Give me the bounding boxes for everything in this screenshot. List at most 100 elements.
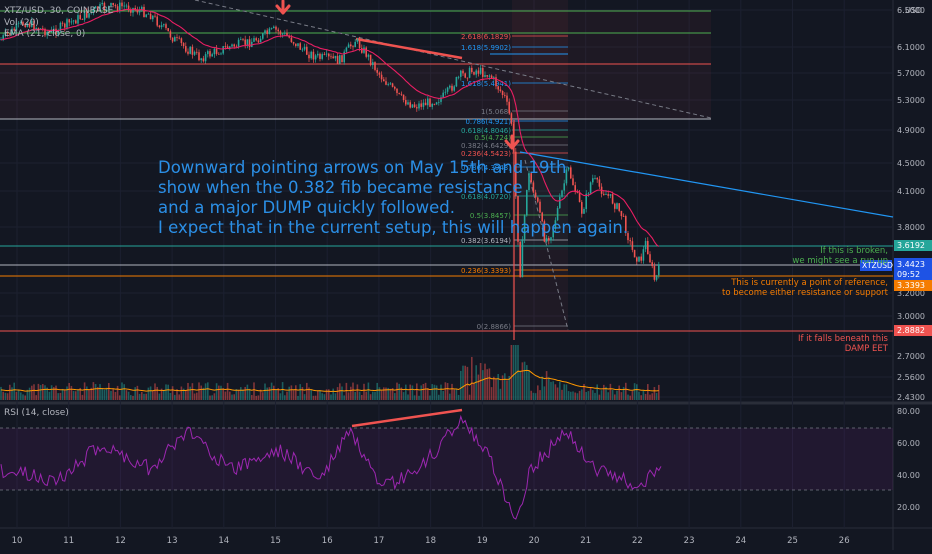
candle-body[interactable] — [163, 24, 165, 26]
volume-bar[interactable] — [420, 385, 422, 400]
candle-body[interactable] — [288, 36, 290, 38]
candle-body[interactable] — [482, 67, 484, 77]
volume-bar[interactable] — [53, 387, 55, 400]
fib-level-label[interactable]: 1(5.068) — [481, 108, 511, 116]
candle-body[interactable] — [385, 81, 387, 85]
fib-level-label[interactable]: 1.618(5.4941) — [461, 80, 511, 88]
candle-body[interactable] — [389, 83, 392, 85]
candle-body[interactable] — [649, 254, 651, 263]
down-arrow-may19[interactable] — [504, 134, 520, 150]
volume-bar[interactable] — [545, 371, 548, 400]
fib-level-label[interactable]: 1.618(5.9902) — [461, 44, 511, 52]
candle-body[interactable] — [4, 31, 7, 36]
time-axis-label[interactable]: 13 — [167, 536, 178, 546]
volume-bar[interactable] — [231, 394, 233, 400]
price-axis-label[interactable]: 5.3000 — [897, 96, 925, 105]
candle-body[interactable] — [413, 104, 416, 108]
volume-bar[interactable] — [620, 392, 623, 400]
candle-body[interactable] — [167, 28, 169, 32]
candle-body[interactable] — [330, 56, 332, 58]
candle-body[interactable] — [154, 15, 156, 17]
volume-bar[interactable] — [44, 385, 46, 400]
candle-body[interactable] — [376, 69, 378, 73]
volume-bar[interactable] — [211, 395, 213, 400]
candle-body[interactable] — [433, 103, 436, 105]
candle-body[interactable] — [13, 28, 15, 31]
volume-bar[interactable] — [530, 390, 532, 400]
candle-body[interactable] — [83, 11, 86, 20]
volume-bar[interactable] — [647, 384, 649, 400]
volume-bar[interactable] — [609, 383, 612, 400]
volume-bar[interactable] — [141, 391, 143, 400]
volume-bar[interactable] — [460, 370, 462, 400]
candle-body[interactable] — [633, 249, 636, 258]
candle-body[interactable] — [292, 42, 295, 44]
volume-bar[interactable] — [633, 383, 636, 400]
candle-body[interactable] — [497, 86, 499, 90]
volume-bar[interactable] — [295, 385, 297, 400]
volume-bar[interactable] — [215, 383, 218, 400]
candle-body[interactable] — [552, 228, 554, 238]
candle-body[interactable] — [24, 25, 26, 27]
volume-bar[interactable] — [466, 366, 469, 400]
candle-body[interactable] — [187, 51, 189, 54]
volume-bar[interactable] — [6, 393, 9, 400]
volume-bar[interactable] — [149, 386, 152, 400]
candle-body[interactable] — [321, 54, 323, 59]
candle-body[interactable] — [521, 239, 524, 278]
candle-body[interactable] — [537, 197, 539, 202]
candle-body[interactable] — [627, 233, 629, 241]
candle-body[interactable] — [125, 5, 128, 7]
candle-body[interactable] — [464, 73, 466, 78]
volume-bar[interactable] — [42, 384, 44, 400]
candle-body[interactable] — [53, 28, 55, 30]
time-axis-label[interactable]: 22 — [632, 536, 643, 546]
volume-bar[interactable] — [614, 394, 616, 400]
volume-bar[interactable] — [136, 385, 139, 400]
candle-body[interactable] — [233, 44, 235, 47]
volume-bar[interactable] — [589, 387, 592, 400]
volume-bar[interactable] — [389, 388, 392, 400]
volume-bar[interactable] — [499, 388, 502, 400]
volume-bar[interactable] — [455, 388, 458, 400]
rsi-axis-label[interactable]: 40.00 — [897, 471, 920, 480]
volume-bar[interactable] — [429, 395, 431, 400]
volume-bar[interactable] — [328, 389, 330, 400]
candle-body[interactable] — [204, 54, 207, 62]
candle-body[interactable] — [235, 46, 238, 48]
candle-body[interactable] — [394, 86, 396, 89]
volume-bar[interactable] — [103, 389, 106, 400]
candle-body[interactable] — [341, 55, 343, 63]
candle-body[interactable] — [653, 266, 656, 280]
candle-body[interactable] — [286, 32, 288, 37]
candle-body[interactable] — [334, 55, 337, 59]
candle-body[interactable] — [55, 28, 57, 35]
volume-bar[interactable] — [108, 382, 110, 400]
candle-body[interactable] — [363, 47, 365, 53]
rsi-line[interactable] — [0, 414, 662, 520]
candle-body[interactable] — [66, 19, 68, 28]
volume-bar[interactable] — [72, 391, 75, 400]
candle-body[interactable] — [31, 20, 33, 27]
descending-trendline[interactable] — [519, 151, 894, 218]
candle-body[interactable] — [644, 240, 647, 250]
candle-body[interactable] — [275, 26, 277, 30]
candle-body[interactable] — [17, 22, 20, 24]
volume-bar[interactable] — [50, 385, 53, 400]
candle-body[interactable] — [255, 38, 257, 41]
candle-body[interactable] — [367, 54, 370, 57]
volume-bar[interactable] — [380, 390, 383, 400]
volume-bar[interactable] — [198, 382, 200, 400]
volume-bar[interactable] — [114, 391, 117, 400]
candle-body[interactable] — [143, 6, 145, 17]
candle-body[interactable] — [152, 15, 154, 20]
candle-body[interactable] — [420, 103, 422, 107]
candle-body[interactable] — [281, 33, 284, 35]
volume-bar[interactable] — [218, 385, 220, 400]
candle-body[interactable] — [581, 202, 583, 214]
fib-level-label[interactable]: 0(2.8866) — [477, 323, 512, 331]
volume-bar[interactable] — [409, 384, 411, 400]
volume-bar[interactable] — [55, 385, 57, 400]
candle-body[interactable] — [99, 4, 101, 11]
volume-bar[interactable] — [246, 384, 249, 400]
